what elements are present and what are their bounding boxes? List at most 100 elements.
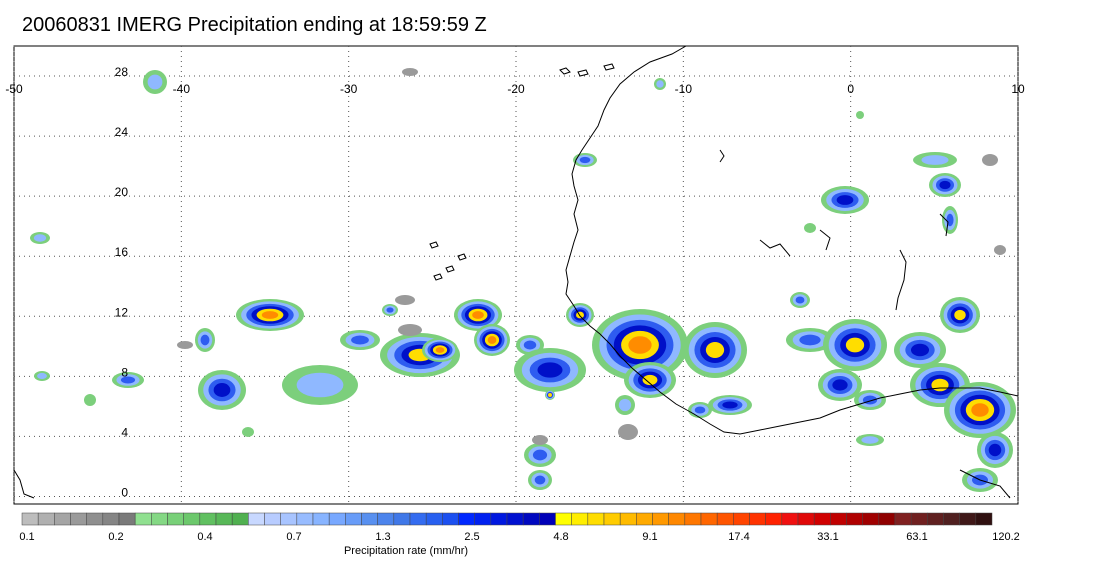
colorbar-swatch (539, 512, 556, 526)
rain-cell (654, 78, 666, 90)
colorbar-swatch (118, 512, 136, 526)
colorbar-swatch (296, 512, 314, 526)
rain-cell (422, 338, 458, 362)
colorbar-swatch (264, 512, 281, 526)
lat-tick-label: 12 (115, 305, 129, 319)
colorbar-swatch (765, 512, 783, 526)
rain-cell (708, 395, 752, 415)
rain-cell (566, 303, 594, 327)
lon-tick-label: 0 (847, 82, 854, 96)
rain-cell (929, 173, 961, 197)
light-rain-patch (618, 424, 638, 440)
precipitation-map: -50 -40 -30 -20 -10 0 10 28 24 20 16 12 8 4 0 (5, 45, 1025, 505)
colorbar-label: 0.7 (286, 531, 301, 543)
colorbar-swatch (231, 512, 249, 526)
lon-tick-label: -10 (675, 82, 693, 96)
rain-cell (514, 348, 586, 392)
colorbar-swatch (668, 512, 686, 526)
rain-cell (236, 299, 304, 331)
rain-cell (856, 434, 884, 446)
lat-tick-label: 4 (121, 425, 128, 439)
river-outline (719, 149, 725, 163)
colorbar-swatch (37, 512, 55, 526)
lon-tick-label: -50 (5, 82, 23, 96)
lat-tick-label: 20 (115, 185, 129, 199)
colorbar-swatch (442, 512, 459, 526)
colorbar-swatch (134, 512, 152, 526)
colorbar-label: 63.1 (906, 531, 927, 543)
colorbar-swatch (70, 512, 87, 526)
light-rain-patch (994, 245, 1006, 255)
lat-tick-label: 0 (121, 485, 128, 499)
lon-tick-label: -30 (340, 82, 358, 96)
rain-cell (940, 297, 980, 333)
colorbar-swatch (409, 512, 427, 526)
lat-tick-label: 24 (115, 125, 129, 139)
colorbar-label: 1.3 (375, 531, 390, 543)
lake-outline (895, 249, 907, 311)
colorbar-swatch (393, 512, 411, 526)
page-title: 20060831 IMERG Precipitation ending at 1… (22, 14, 487, 36)
rain-cell (592, 309, 688, 381)
precipitation-cells (30, 68, 1016, 492)
colorbar-label: 17.4 (728, 531, 749, 543)
colorbar-swatch (749, 512, 766, 526)
rain-cell (683, 322, 747, 378)
colorbar-swatch (894, 512, 912, 526)
colorbar-label: 2.5 (464, 531, 479, 543)
colorbar-swatch (959, 512, 977, 526)
colorbar-label: 0.1 (19, 531, 34, 543)
colorbar-swatch (21, 512, 39, 526)
colorbar-label: 0.4 (197, 531, 212, 543)
colorbar-swatch (345, 512, 362, 526)
lon-tick-label: -40 (173, 82, 191, 96)
colorbar-swatch (167, 512, 184, 526)
coast-outline (13, 469, 35, 499)
rain-cell (786, 328, 834, 352)
colorbar-swatch (506, 512, 524, 526)
light-rain-patch (398, 324, 422, 336)
colorbar-swatch (927, 512, 944, 526)
lat-tick-label: 16 (115, 245, 129, 259)
colorbar-swatch (86, 512, 104, 526)
rain-cell (112, 372, 144, 388)
colorbar-swatch (377, 512, 395, 526)
colorbar-swatch (910, 512, 928, 526)
colorbar-swatch (522, 512, 540, 526)
rain-cell (474, 324, 510, 356)
colorbar-swatch (474, 512, 492, 526)
colorbar-swatch (312, 512, 330, 526)
colorbar-swatch (781, 512, 799, 526)
west-africa-coastline (565, 45, 1019, 435)
island-outline (429, 241, 439, 249)
lon-tick-label: 10 (1011, 82, 1025, 96)
coast-outline (959, 469, 1011, 499)
rain-cell (624, 362, 676, 398)
rain-cell (382, 304, 398, 316)
island-outline (445, 265, 455, 273)
colorbar-swatch (571, 512, 589, 526)
colorbar-swatch (215, 512, 233, 526)
river-outline (759, 239, 791, 257)
colorbar-label: 4.8 (553, 531, 568, 543)
rain-cell (340, 330, 380, 350)
island-outline (577, 69, 589, 77)
rain-cell (528, 470, 552, 490)
colorbar-swatch (490, 512, 508, 526)
rain-cell (454, 299, 502, 331)
colorbar-swatch (652, 512, 669, 526)
colorbar-swatch (830, 512, 847, 526)
rain-cell (195, 328, 215, 352)
lat-tick-label: 28 (115, 65, 129, 79)
colorbar-swatch (54, 512, 71, 526)
colorbar-swatch (425, 512, 443, 526)
rain-cell (198, 370, 246, 410)
lake-outline (939, 213, 949, 237)
colorbar-swatch (636, 512, 653, 526)
colorbar-swatch (684, 512, 702, 526)
light-rain-patch (402, 68, 418, 76)
rain-cell (944, 382, 1016, 438)
colorbar-swatch (846, 512, 863, 526)
island-outline (559, 67, 571, 75)
colorbar-swatch (102, 512, 120, 526)
